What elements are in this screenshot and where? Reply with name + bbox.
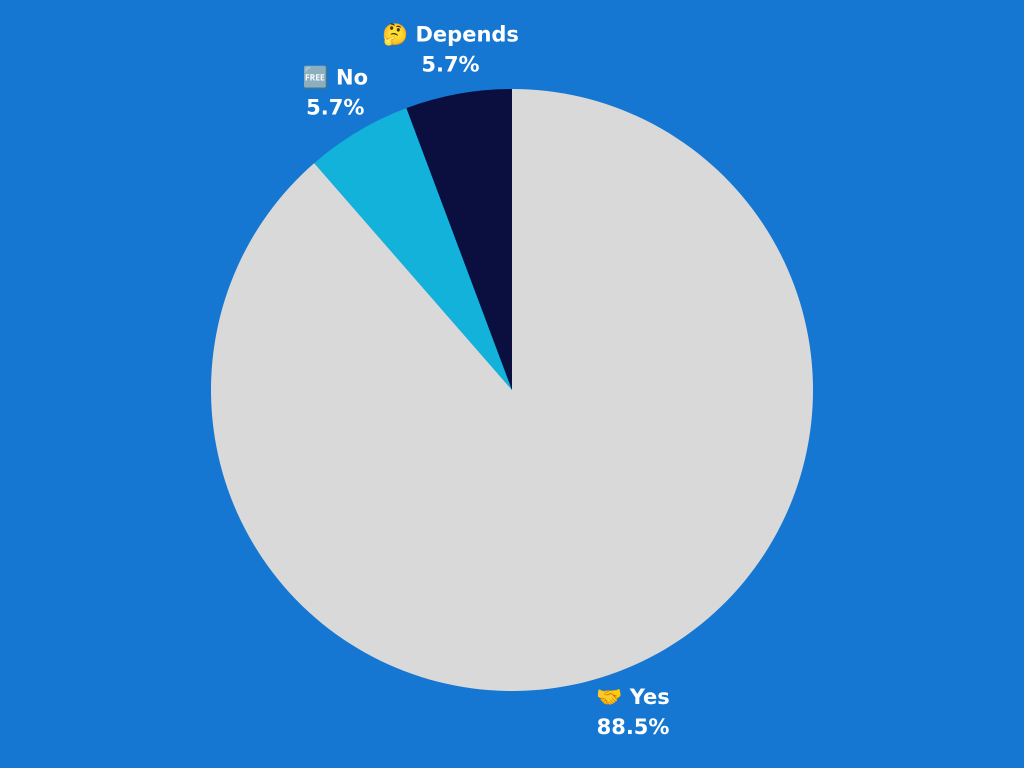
slice-value-label: 5.7% [306, 96, 364, 120]
pie-slice [210, 89, 813, 692]
slice-value-label: 88.5% [597, 715, 670, 739]
pie-slice [314, 108, 512, 391]
slice-value-label: 5.7% [421, 53, 479, 77]
pie-slice [406, 89, 512, 390]
slice-category-label: 🤔 Depends [382, 23, 519, 47]
slice-category-label: 🆓 No [303, 65, 368, 90]
slice-category-label: 🤝 Yes [596, 685, 669, 709]
